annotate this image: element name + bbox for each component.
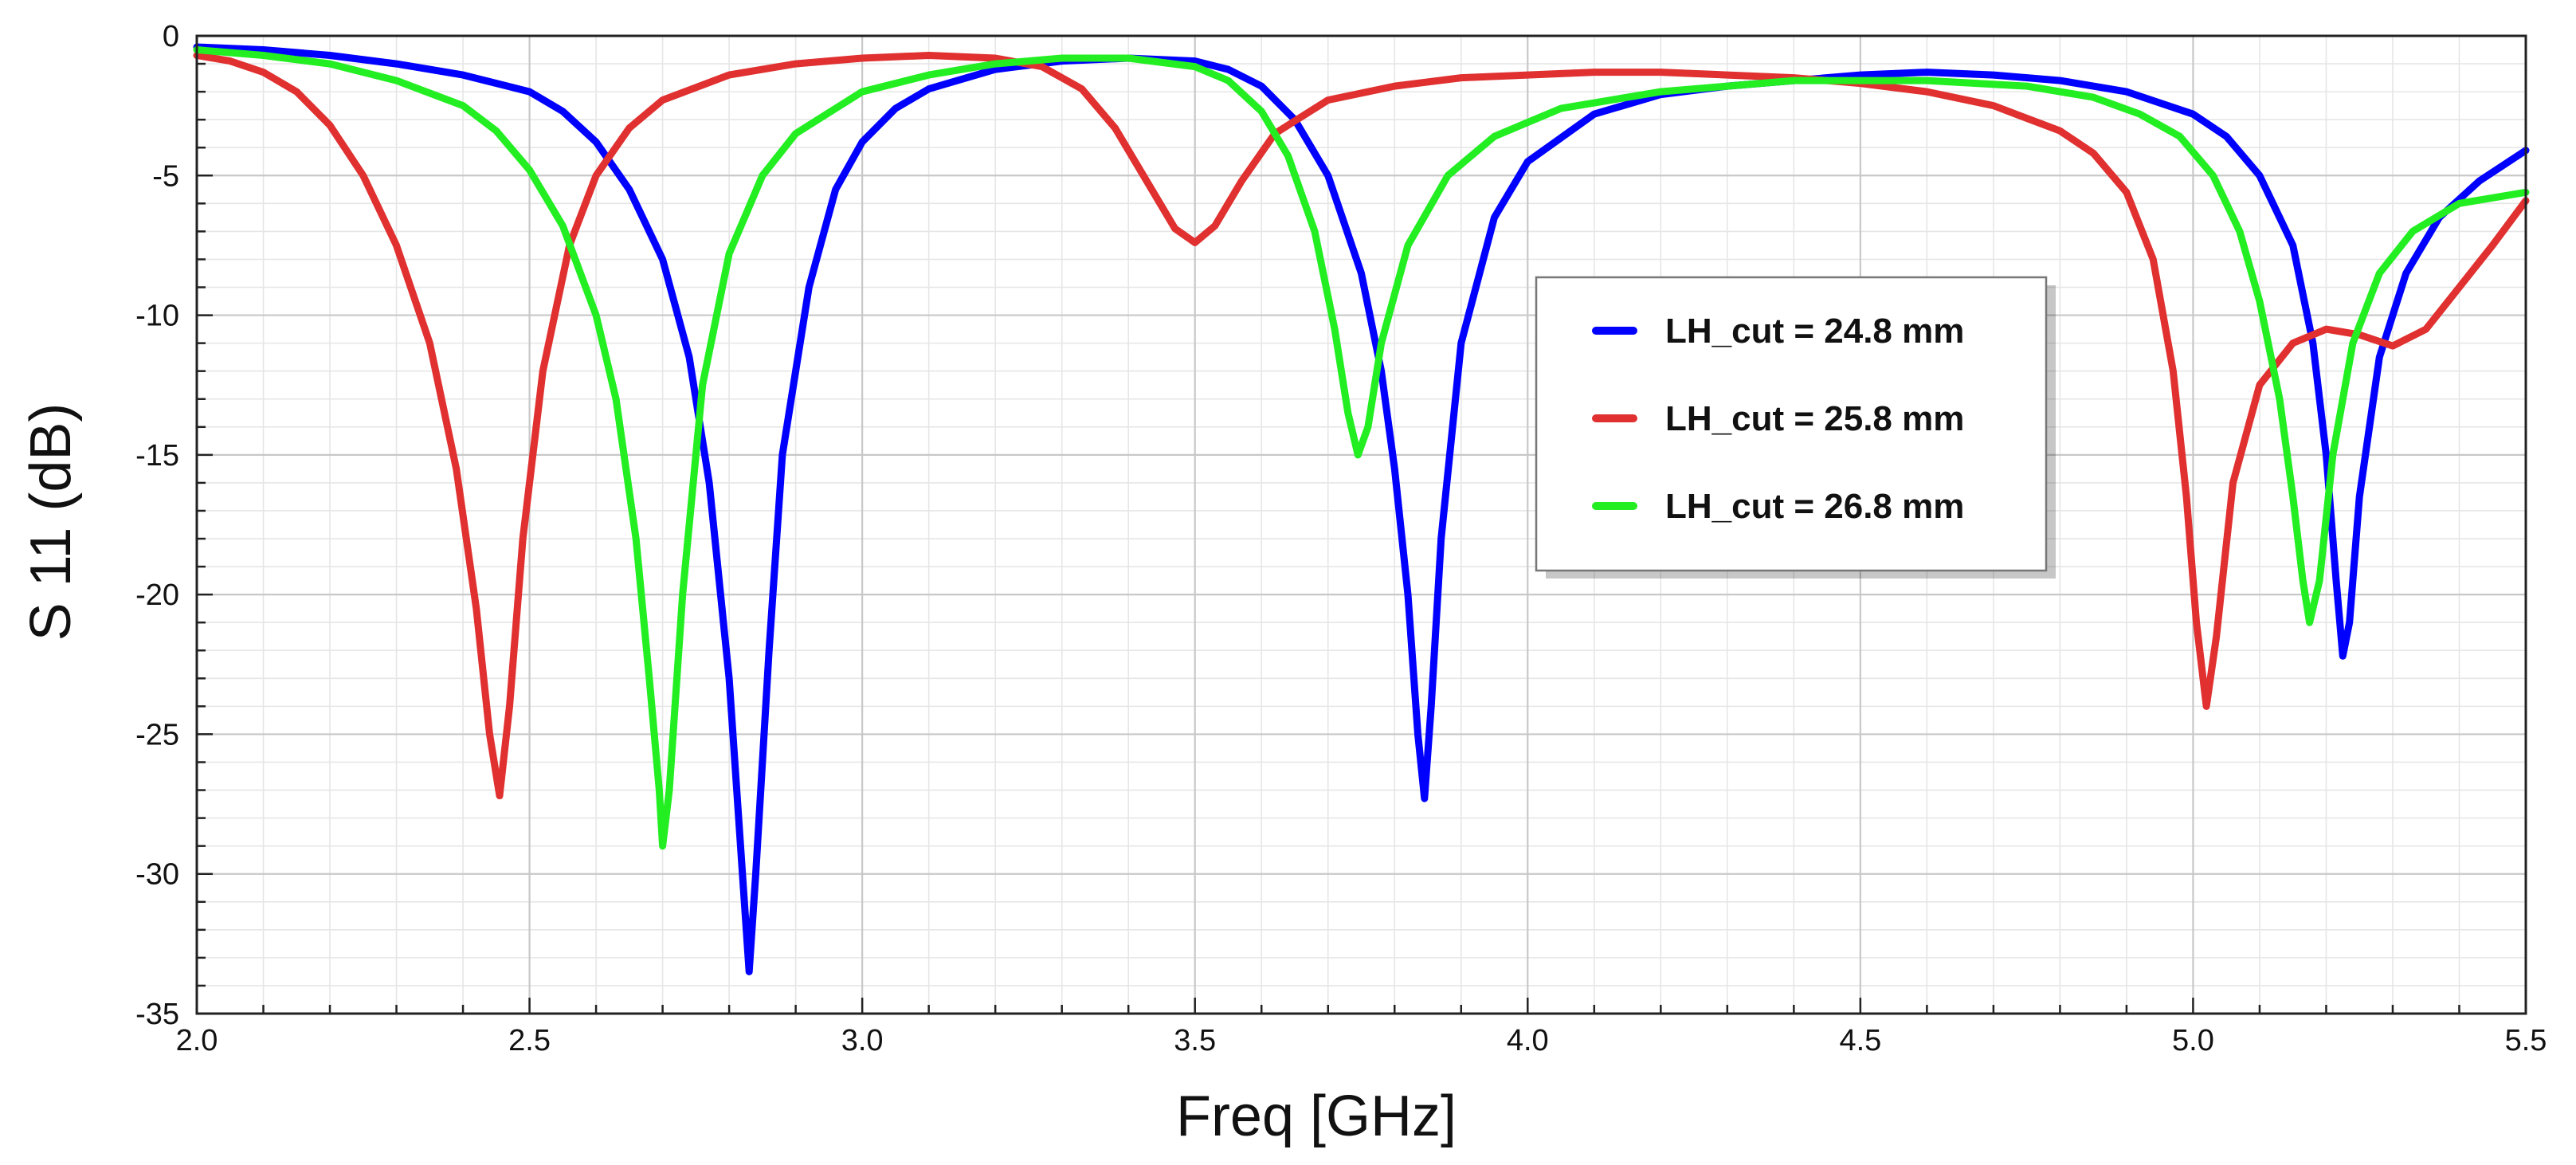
legend-box [1535, 276, 2048, 572]
series-line-3 [193, 46, 2530, 850]
y-tick-label: -35 [135, 998, 179, 1031]
x-tick-label: 3.5 [1174, 1024, 1216, 1057]
x-tick-label: 2.5 [508, 1024, 551, 1057]
legend-label-1: LH_cut = 24.8 mm [1665, 312, 1964, 351]
y-tick-label: -15 [135, 439, 179, 473]
series-line-1 [193, 43, 2530, 975]
y-axis-title: S 11 (dB) [19, 403, 83, 641]
series-lines [193, 43, 2530, 975]
y-tick-label: -10 [135, 300, 179, 333]
legend: LH_cut = 24.8 mm LH_cut = 25.8 mm LH_cut =… [1535, 276, 2056, 579]
axes [195, 34, 2527, 1015]
y-tick-label: -30 [135, 858, 179, 892]
tick-labels: 2.0 2.5 3.0 3.5 4.0 4.5 5.0 5.5 0 -5 -10 -15 -20 -25 -… [135, 20, 2547, 1057]
x-tick-label: 5.0 [2172, 1024, 2214, 1057]
legend-label-2: LH_cut = 25.8 mm [1665, 399, 1964, 438]
x-tick-label: 2.0 [176, 1024, 218, 1057]
legend-label-3: LH_cut = 26.8 mm [1665, 487, 1964, 526]
y-tick-label: -25 [135, 718, 179, 751]
x-tick-label: 4.0 [1507, 1024, 1549, 1057]
x-tick-label: 5.5 [2505, 1024, 2547, 1057]
x-tick-label: 4.5 [1839, 1024, 1881, 1057]
y-tick-label: 0 [163, 20, 179, 53]
y-tick-label: -5 [152, 159, 179, 193]
series-line-2 [193, 52, 2530, 800]
x-tick-label: 3.0 [841, 1024, 884, 1057]
plot-frame [195, 34, 2527, 1015]
x-axis-title: Freq [GHz] [1176, 1085, 1457, 1148]
y-tick-label: -20 [135, 579, 179, 612]
